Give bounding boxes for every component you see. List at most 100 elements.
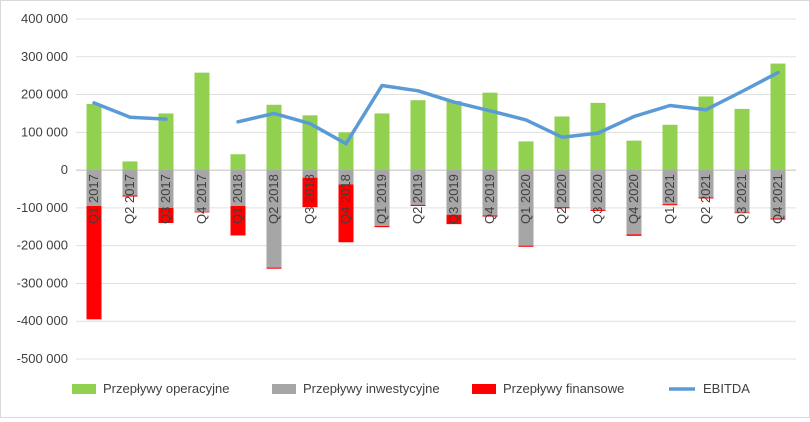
bar-przep-ywy-operacyjne-q3-2017: [158, 113, 174, 171]
y-tick-label: -200 000: [17, 238, 68, 253]
bar-przep-ywy-operacyjne-q2-2021: [698, 96, 714, 171]
legend-label: Przepływy finansowe: [503, 381, 624, 396]
ebitda-line-layer: [92, 70, 780, 146]
x-tick-label: Q3 2017: [158, 174, 173, 224]
x-tick-label: Q1 2019: [374, 174, 389, 224]
legend-swatch: [472, 384, 496, 394]
bar-przep-ywy-inwestycyjne-q2-2018: [266, 170, 282, 268]
legend-item-ebitda: EBITDA: [669, 381, 750, 396]
y-tick-label: 200 000: [21, 87, 68, 102]
x-tick-label: Q4 2021: [770, 174, 785, 224]
x-tick-label: Q1 2021: [662, 174, 677, 224]
bar-przep-ywy-finansowe-q1-2020: [518, 245, 534, 247]
legend-item-przep-ywy-operacyjne: Przepływy operacyjne: [72, 381, 229, 396]
bar-przep-ywy-operacyjne-q1-2018: [230, 154, 246, 171]
bar-przep-ywy-finansowe-q1-2017: [86, 206, 102, 320]
bar-przep-ywy-inwestycyjne-q1-2020: [518, 170, 534, 246]
bar-przep-ywy-inwestycyjne-q4-2019: [482, 170, 498, 216]
bar-przep-ywy-operacyjne-q4-2017: [194, 72, 210, 171]
y-tick-label: 0: [61, 162, 68, 177]
x-tick-label: Q4 2020: [626, 174, 641, 224]
bar-przep-ywy-operacyjne-q3-2019: [446, 100, 462, 171]
bar-przep-ywy-inwestycyjne-q2-2017: [122, 170, 138, 196]
bar-przep-ywy-finansowe-q2-2018: [266, 267, 282, 269]
bar-przep-ywy-operacyjne-q3-2021: [734, 108, 750, 171]
x-tick-label: Q1 2020: [518, 174, 533, 224]
x-tick-label: Q1 2018: [230, 174, 245, 224]
x-tick-label: Q4 2017: [194, 174, 209, 224]
bar-przep-ywy-inwestycyjne-q1-2021: [662, 170, 678, 205]
y-tick-label: 100 000: [21, 124, 68, 139]
bar-przep-ywy-inwestycyjne-q4-2021: [770, 170, 786, 219]
x-axis: Q1 2017 Q2 2017 Q3 2017 Q4 2017 Q1 2018 Q2 20…: [86, 174, 785, 224]
bar-przep-ywy-finansowe-q4-2020: [626, 234, 642, 236]
bar-przep-ywy-operacyjne-q1-2021: [662, 124, 678, 171]
legend-swatch: [272, 384, 296, 394]
bar-przep-ywy-inwestycyjne-q4-2017: [194, 170, 210, 212]
legend-label: Przepływy inwestycyjne: [303, 381, 440, 396]
bar-przep-ywy-finansowe-q4-2017: [194, 211, 210, 213]
bar-przep-ywy-finansowe-q3-2017: [158, 207, 174, 223]
bar-przep-ywy-inwestycyjne-q4-2020: [626, 170, 642, 235]
y-tick-label: 400 000: [21, 11, 68, 26]
line-ebitda: [92, 70, 780, 146]
legend: Przepływy operacyjne Przepływy inwestycyj…: [72, 381, 750, 396]
y-tick-label: 300 000: [21, 49, 68, 64]
x-tick-label: Q2 2019: [410, 174, 425, 224]
bar-przep-ywy-inwestycyjne-q2-2020: [554, 170, 570, 208]
y-axis: 400 000 300 000 200 000 100 000 0 -100 000 -20…: [17, 11, 68, 366]
bar-przep-ywy-finansowe-q2-2021: [698, 197, 714, 199]
bar-przep-ywy-finansowe-q1-2018: [230, 206, 246, 236]
x-tick-label: Q3 2020: [590, 174, 605, 224]
bar-przep-ywy-operacyjne-q4-2019: [482, 92, 498, 171]
x-tick-label: Q3 2018: [302, 174, 317, 224]
y-tick-label: -100 000: [17, 200, 68, 215]
x-tick-label: Q4 2018: [338, 174, 353, 224]
bar-przep-ywy-inwestycyjne-q2-2019: [410, 170, 426, 205]
bar-przep-ywy-finansowe-q4-2021: [770, 218, 786, 220]
x-tick-label: Q2 2021: [698, 174, 713, 224]
bar-przep-ywy-inwestycyjne-q3-2021: [734, 170, 750, 213]
legend-label: EBITDA: [703, 381, 750, 396]
bar-przep-ywy-operacyjne-q2-2017: [122, 161, 138, 171]
bar-przep-ywy-inwestycyjne-q3-2020: [590, 170, 606, 210]
x-tick-label: Q2 2020: [554, 174, 569, 224]
bar-przep-ywy-finansowe-q2-2017: [122, 195, 138, 197]
bar-przep-ywy-finansowe-q1-2021: [662, 204, 678, 206]
bar-przep-ywy-finansowe-q2-2019: [410, 204, 426, 206]
bar-przep-ywy-finansowe-q1-2019: [374, 226, 390, 228]
x-tick-label: Q1 2017: [86, 174, 101, 224]
bar-przep-ywy-operacyjne-q3-2018: [302, 115, 318, 171]
legend-item-przep-ywy-finansowe: Przepływy finansowe: [472, 381, 624, 396]
bar-przep-ywy-operacyjne-q4-2020: [626, 140, 642, 171]
x-tick-label: Q3 2019: [446, 174, 461, 224]
bar-przep-ywy-finansowe-q4-2019: [482, 215, 498, 217]
bar-przep-ywy-operacyjne-q2-2018: [266, 104, 282, 171]
bar-przep-ywy-finansowe-q3-2020: [590, 209, 606, 211]
bar-przep-ywy-operacyjne-q2-2020: [554, 116, 570, 171]
y-tick-label: -400 000: [17, 313, 68, 328]
bar-przep-ywy-operacyjne-q1-2020: [518, 141, 534, 171]
x-tick-label: Q2 2018: [266, 174, 281, 224]
y-tick-label: -300 000: [17, 275, 68, 290]
bar-przep-ywy-operacyjne-q2-2019: [410, 100, 426, 171]
bar-przep-ywy-operacyjne-q1-2017: [86, 104, 102, 171]
bar-przep-ywy-inwestycyjne-q3-2017: [158, 170, 174, 208]
bar-przep-ywy-inwestycyjne-q1-2019: [374, 170, 390, 227]
bar-przep-ywy-finansowe-q4-2018: [338, 184, 354, 243]
bar-przep-ywy-inwestycyjne-q4-2018: [338, 170, 354, 185]
bar-przep-ywy-operacyjne-q4-2021: [770, 63, 786, 171]
bar-przep-ywy-operacyjne-q1-2019: [374, 113, 390, 171]
x-tick-label: Q2 2017: [122, 174, 137, 224]
bar-przep-ywy-operacyjne-q3-2020: [590, 102, 606, 171]
bar-przep-ywy-inwestycyjne-q3-2019: [446, 170, 462, 215]
legend-label: Przepływy operacyjne: [103, 381, 229, 396]
y-tick-label: -500 000: [17, 351, 68, 366]
bars-layer: [86, 63, 786, 320]
bar-przep-ywy-inwestycyjne-q1-2018: [230, 170, 246, 206]
bar-przep-ywy-inwestycyjne-q1-2017: [86, 170, 102, 206]
gridlines: [76, 18, 796, 360]
x-tick-label: Q3 2021: [734, 174, 749, 224]
